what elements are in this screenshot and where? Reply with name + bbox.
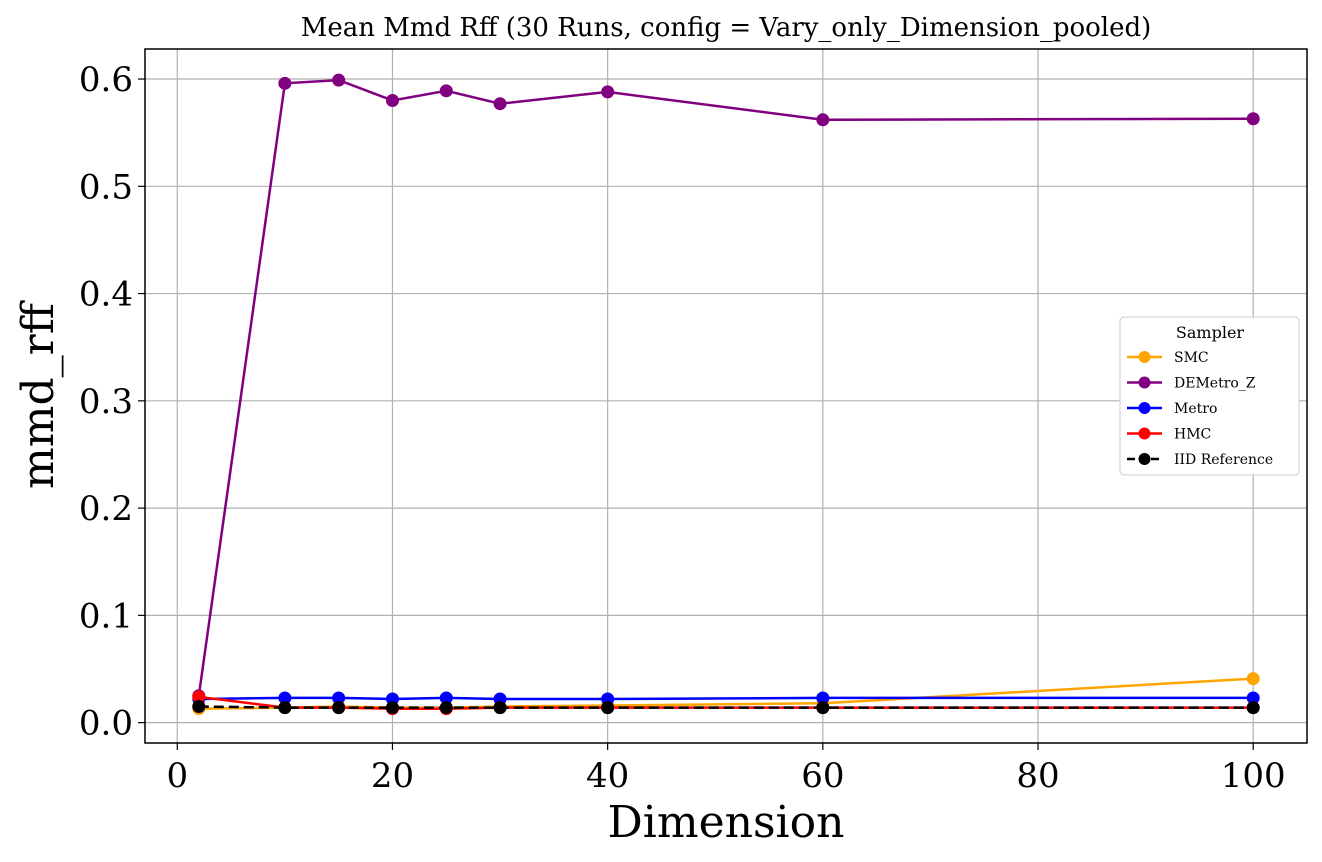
legend-label: DEMetro_Z: [1174, 376, 1256, 392]
y-tick-label: 0.5: [79, 167, 133, 207]
series-iid-reference: [192, 700, 1260, 715]
legend-marker: [1138, 453, 1151, 465]
axis-ticks: 0 20 40 60 80 100 0.0 0.1 0.2 0.3 0.4 0.5 0.6: [79, 60, 1286, 796]
y-tick-label: 0.6: [79, 60, 133, 100]
data-point-iid-reference: [1246, 701, 1260, 715]
legend: Sampler SMC DEMetro_Z Metro HMC IID Referenc…: [1119, 316, 1300, 476]
data-point-demetro-z: [439, 84, 453, 98]
legend-marker: [1138, 351, 1151, 363]
data-point-metro: [439, 691, 453, 705]
x-tick-label: 60: [801, 756, 844, 796]
data-point-iid-reference: [439, 701, 453, 715]
legend-label: Metro: [1174, 401, 1217, 417]
data-point-metro: [816, 691, 830, 705]
legend-item-smc: SMC: [1127, 350, 1209, 366]
data-point-demetro-z: [1246, 112, 1260, 126]
data-point-iid-reference: [192, 700, 206, 714]
series-line-smc: [198, 677, 1254, 710]
y-tick-label: 0.1: [79, 596, 133, 636]
data-point-iid-reference: [493, 701, 507, 715]
legend-item-demetro-z: DEMetro_Z: [1127, 376, 1256, 392]
data-point-demetro-z: [493, 97, 507, 111]
data-point-iid-reference: [278, 701, 292, 715]
legend-item-iid-reference: IID Reference: [1127, 452, 1273, 468]
x-axis-label: Dimension: [608, 797, 845, 848]
legend-marker: [1138, 376, 1151, 389]
y-tick-label: 0.3: [79, 382, 133, 422]
series-hmc: [192, 690, 1260, 716]
chart-title: Mean Mmd Rff (30 Runs, config = Vary_onl…: [301, 13, 1152, 43]
x-tick-label: 40: [586, 756, 629, 796]
data-point-demetro-z: [385, 93, 399, 107]
x-tick-label: 20: [371, 756, 414, 796]
legend-marker: [1138, 427, 1151, 440]
x-tick-label: 100: [1221, 756, 1286, 796]
data-point-hmc: [192, 690, 206, 704]
y-tick-label: 0.4: [79, 275, 133, 315]
legend-items: SMC DEMetro_Z Metro HMC IID Reference: [1127, 350, 1273, 468]
x-tick-label: 80: [1016, 756, 1059, 796]
legend-label: SMC: [1174, 350, 1209, 366]
data-point-demetro-z: [601, 85, 615, 99]
plot-area-frame: [144, 48, 1308, 744]
legend-label: IID Reference: [1174, 452, 1273, 468]
series-line-demetro-z: [197, 78, 1254, 696]
data-point-metro: [278, 691, 292, 705]
data-point-metro: [332, 691, 346, 705]
data-point-iid-reference: [601, 701, 615, 715]
legend-item-metro: Metro: [1127, 401, 1217, 417]
data-point-demetro-z: [332, 73, 346, 87]
legend-item-hmc: HMC: [1127, 427, 1211, 443]
data-point-iid-reference: [816, 701, 830, 715]
data-series: [192, 73, 1260, 716]
legend-label: HMC: [1174, 427, 1211, 443]
data-point-demetro-z: [278, 76, 292, 90]
legend-marker: [1138, 402, 1151, 414]
legend-box: [1119, 316, 1300, 476]
data-point-iid-reference: [332, 701, 346, 715]
data-point-smc: [1246, 672, 1260, 686]
series-line-metro: [198, 696, 1254, 701]
y-tick-label: 0.2: [79, 489, 133, 529]
data-point-demetro-z: [816, 113, 830, 127]
data-point-iid-reference: [385, 701, 399, 715]
x-tick-label: 0: [166, 756, 188, 796]
series-demetro-z: [192, 73, 1260, 703]
y-axis-label: mmd_rff: [13, 300, 64, 489]
y-tick-label: 0.0: [79, 704, 133, 744]
data-point-metro: [1246, 691, 1260, 705]
legend-title: Sampler: [1176, 323, 1245, 342]
